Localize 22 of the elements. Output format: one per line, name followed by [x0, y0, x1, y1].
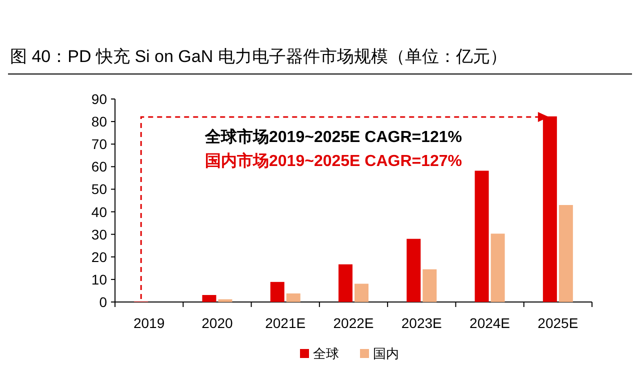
- x-tick-label: 2023E: [401, 315, 442, 331]
- x-tick-label: 2020: [202, 315, 233, 331]
- x-tick-label: 2024E: [470, 315, 510, 331]
- title: 图 40：PD 快充 Si on GaN 电力电子器件市场规模（单位：亿元）: [10, 47, 507, 66]
- x-tick-label: 2025E: [538, 315, 578, 331]
- legend-label: 国内: [373, 346, 399, 361]
- x-tick-label: 2021E: [265, 315, 306, 331]
- x-tick-label: 2022E: [333, 315, 374, 331]
- y-tick-label: 70: [91, 136, 108, 152]
- y-tick-label: 30: [91, 226, 108, 242]
- y-tick-label: 80: [91, 114, 108, 130]
- annotation: 国内市场2019~2025E CAGR=127%: [205, 152, 462, 170]
- y-tick-label: 20: [91, 248, 108, 265]
- annotation: 全球市场2019~2025E CAGR=121%: [204, 128, 462, 146]
- y-tick-label: 0: [99, 294, 108, 310]
- x-tick-label: 2019: [133, 315, 165, 331]
- legend-label: 全球: [313, 346, 339, 361]
- y-tick-label: 50: [91, 181, 108, 198]
- y-tick-label: 10: [91, 271, 108, 288]
- y-tick-label: 60: [91, 158, 108, 175]
- y-tick-label: 90: [91, 91, 108, 107]
- y-tick-label: 40: [91, 204, 108, 220]
